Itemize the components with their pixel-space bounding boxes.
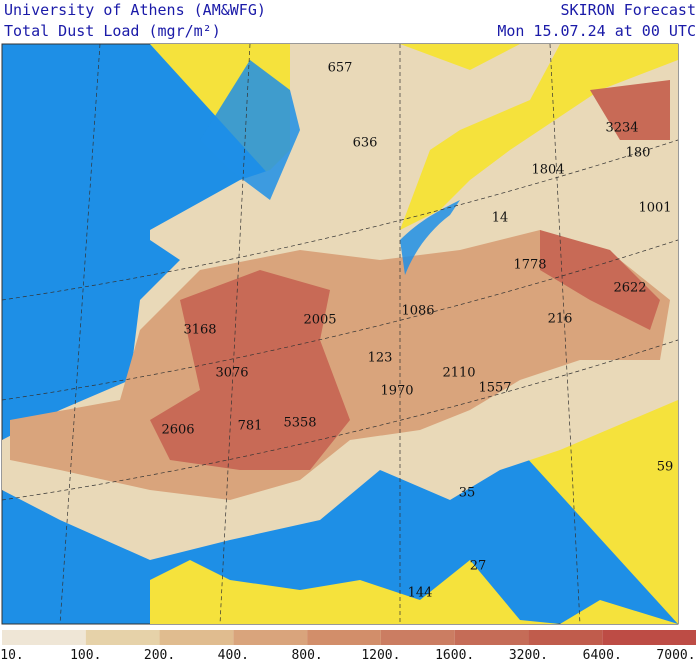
model: SKIRON Forecast <box>561 1 696 19</box>
dust-value: 3076 <box>215 366 248 381</box>
dust-value: 123 <box>368 351 393 366</box>
dust-value: 1557 <box>478 381 511 396</box>
colorbar-segment <box>2 630 86 645</box>
colorbar-label: 3200. <box>509 648 548 662</box>
dust-value: 2606 <box>161 423 194 438</box>
dust-value: 35 <box>459 486 476 501</box>
colorbar-segment <box>159 630 234 645</box>
colorbar-segment <box>380 630 455 645</box>
colorbar-label: 6400. <box>583 648 622 662</box>
dust-high <box>150 80 670 470</box>
dust-value: 180 <box>626 146 651 161</box>
dust-value: 657 <box>328 61 353 76</box>
dust-value: 1778 <box>513 258 546 273</box>
inland-sea <box>200 60 460 275</box>
colorbar-label: 1200. <box>361 648 400 662</box>
dust-value: 3168 <box>183 323 216 338</box>
date: Mon 15.07.24 at 00 UTC <box>497 22 696 40</box>
dust-value: 781 <box>238 419 263 434</box>
dust-value: 216 <box>548 312 573 327</box>
dust-value: 1804 <box>531 163 564 178</box>
dust-value: 3234 <box>605 121 638 136</box>
dust-value: 636 <box>353 136 378 151</box>
colorbar-label: 10. <box>0 648 23 662</box>
dust-value: 59 <box>657 460 674 475</box>
colorbar-label: 200. <box>144 648 175 662</box>
dust-value: 27 <box>470 559 487 574</box>
dust-value: 2005 <box>303 313 336 328</box>
map-labels: 657 636 3234 180 1804 1001 14 1778 2622 1086 216 31… <box>161 61 673 601</box>
colorbar-segment <box>233 630 308 645</box>
product: Total Dust Load (mgr/m²) <box>4 22 221 40</box>
dust-value: 5358 <box>283 416 316 431</box>
dust-value: 2110 <box>442 366 475 381</box>
colorbar: 10. 100. 200. 400. 800. 1200. 1600. 3200. 6400. 7… <box>0 630 696 662</box>
colorbar-segment <box>307 630 381 645</box>
dust-value: 144 <box>408 586 433 601</box>
institution: University of Athens (AM&WFG) <box>4 1 266 19</box>
colorbar-label: 800. <box>291 648 322 662</box>
colorbar-label: 7000. <box>656 648 695 662</box>
dust-value: 1970 <box>380 384 413 399</box>
colorbar-label: 1600. <box>435 648 474 662</box>
dust-value: 2622 <box>613 281 646 296</box>
dust-value: 1001 <box>638 201 671 216</box>
dust-value: 14 <box>492 211 509 226</box>
colorbar-label: 100. <box>70 648 101 662</box>
graticule <box>1 43 679 625</box>
colorbar-label: 400. <box>218 648 249 662</box>
dust-value: 1086 <box>401 304 434 319</box>
map <box>1 43 679 625</box>
colorbar-segment <box>528 630 603 645</box>
colorbar-segment <box>85 630 160 645</box>
colorbar-segment <box>454 630 529 645</box>
colorbar-segment <box>602 630 696 645</box>
